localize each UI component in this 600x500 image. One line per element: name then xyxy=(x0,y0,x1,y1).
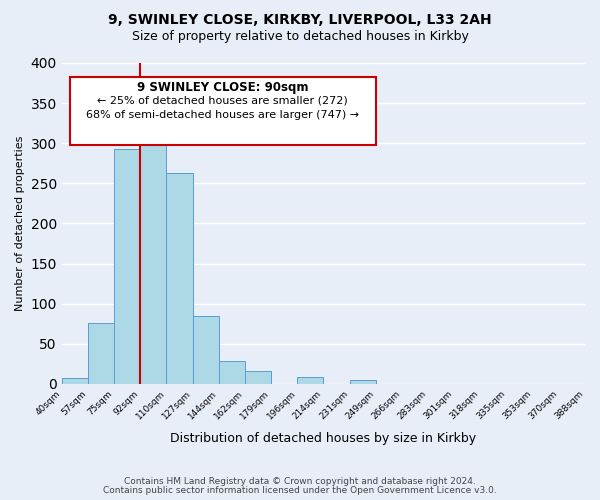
Bar xyxy=(114,149,140,384)
Bar xyxy=(219,360,245,384)
Text: 9 SWINLEY CLOSE: 90sqm: 9 SWINLEY CLOSE: 90sqm xyxy=(137,80,308,94)
Text: Size of property relative to detached houses in Kirkby: Size of property relative to detached ho… xyxy=(131,30,469,43)
X-axis label: Distribution of detached houses by size in Kirkby: Distribution of detached houses by size … xyxy=(170,432,476,445)
Text: 68% of semi-detached houses are larger (747) →: 68% of semi-detached houses are larger (… xyxy=(86,110,359,120)
Text: Contains HM Land Registry data © Crown copyright and database right 2024.: Contains HM Land Registry data © Crown c… xyxy=(124,477,476,486)
FancyBboxPatch shape xyxy=(70,78,376,145)
Text: Contains public sector information licensed under the Open Government Licence v3: Contains public sector information licen… xyxy=(103,486,497,495)
Text: ← 25% of detached houses are smaller (272): ← 25% of detached houses are smaller (27… xyxy=(97,95,348,105)
Bar xyxy=(88,323,114,384)
Bar xyxy=(193,316,219,384)
Bar xyxy=(62,378,88,384)
Bar xyxy=(166,173,193,384)
Text: 9, SWINLEY CLOSE, KIRKBY, LIVERPOOL, L33 2AH: 9, SWINLEY CLOSE, KIRKBY, LIVERPOOL, L33… xyxy=(108,12,492,26)
Bar xyxy=(140,134,166,384)
Y-axis label: Number of detached properties: Number of detached properties xyxy=(15,136,25,311)
Bar xyxy=(245,371,271,384)
Bar xyxy=(350,380,376,384)
Bar xyxy=(297,376,323,384)
